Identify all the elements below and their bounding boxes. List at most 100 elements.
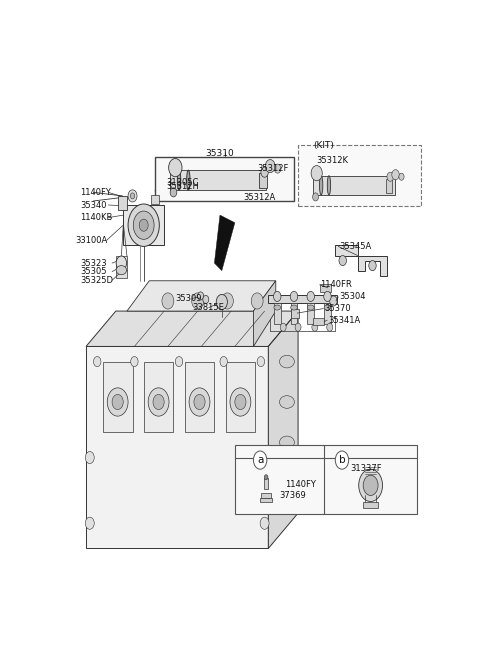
Bar — [116, 270, 127, 278]
Bar — [268, 295, 337, 304]
Bar — [260, 498, 272, 502]
Circle shape — [253, 451, 267, 469]
Circle shape — [131, 357, 138, 367]
Circle shape — [153, 394, 164, 409]
Bar — [298, 146, 421, 206]
Bar — [324, 304, 331, 323]
Circle shape — [85, 451, 94, 464]
Circle shape — [128, 190, 137, 202]
Circle shape — [369, 260, 376, 271]
Bar — [385, 178, 392, 193]
Bar — [274, 304, 281, 323]
Text: 35305: 35305 — [81, 267, 107, 276]
Circle shape — [387, 172, 394, 181]
Bar — [261, 493, 271, 498]
Text: 35309: 35309 — [175, 294, 202, 303]
Text: 35312A: 35312A — [243, 194, 275, 203]
Circle shape — [130, 193, 135, 199]
Circle shape — [312, 193, 319, 201]
Bar — [185, 361, 215, 432]
Text: 37369: 37369 — [279, 491, 306, 500]
Ellipse shape — [307, 305, 314, 310]
Circle shape — [363, 475, 378, 495]
Ellipse shape — [187, 170, 190, 190]
Ellipse shape — [320, 176, 323, 195]
Text: 31305C: 31305C — [166, 178, 198, 187]
Circle shape — [330, 296, 337, 306]
Text: 35304: 35304 — [339, 293, 365, 301]
Bar — [321, 284, 331, 292]
Ellipse shape — [279, 476, 294, 489]
Circle shape — [235, 394, 246, 409]
Text: 35345A: 35345A — [339, 242, 371, 251]
Text: 1140KB: 1140KB — [81, 213, 113, 222]
Circle shape — [251, 293, 263, 309]
Polygon shape — [268, 311, 298, 548]
Circle shape — [133, 211, 154, 239]
Text: a: a — [257, 455, 264, 465]
Ellipse shape — [116, 266, 127, 275]
Circle shape — [312, 323, 318, 331]
Circle shape — [189, 388, 210, 416]
Circle shape — [274, 291, 281, 302]
Circle shape — [162, 293, 174, 309]
Circle shape — [148, 388, 169, 416]
Circle shape — [194, 394, 205, 409]
Bar — [144, 361, 173, 432]
Circle shape — [85, 517, 94, 529]
Circle shape — [392, 170, 399, 180]
Bar — [103, 361, 132, 432]
Circle shape — [175, 357, 183, 367]
Text: 35312F: 35312F — [257, 163, 288, 173]
Text: b: b — [339, 455, 345, 465]
Bar — [290, 308, 299, 318]
Circle shape — [128, 204, 159, 247]
Circle shape — [260, 451, 269, 464]
Text: 31337F: 31337F — [350, 464, 382, 473]
Text: 1140FR: 1140FR — [321, 280, 352, 289]
Circle shape — [112, 394, 123, 409]
Bar — [363, 502, 378, 508]
Circle shape — [216, 295, 228, 310]
Circle shape — [220, 357, 228, 367]
Text: 35323: 35323 — [81, 258, 107, 268]
Ellipse shape — [279, 356, 294, 368]
Polygon shape — [86, 311, 298, 346]
Bar — [307, 304, 314, 323]
Circle shape — [168, 159, 182, 176]
Ellipse shape — [274, 305, 281, 310]
Circle shape — [94, 357, 101, 367]
Text: 1140FY: 1140FY — [285, 480, 316, 489]
Bar — [313, 318, 324, 325]
Circle shape — [260, 517, 269, 529]
Bar — [264, 478, 268, 489]
Ellipse shape — [290, 305, 297, 310]
Circle shape — [335, 451, 348, 469]
Bar — [170, 170, 266, 190]
Text: 35370: 35370 — [324, 304, 351, 313]
Text: 35340: 35340 — [81, 201, 107, 209]
Bar — [119, 196, 127, 210]
Ellipse shape — [178, 170, 180, 190]
Circle shape — [290, 291, 298, 302]
Bar — [235, 445, 417, 514]
Bar — [313, 176, 395, 195]
Circle shape — [399, 173, 404, 180]
Bar — [116, 256, 127, 270]
Circle shape — [261, 167, 268, 177]
Bar — [290, 304, 297, 323]
Circle shape — [192, 293, 204, 309]
Text: 35312K: 35312K — [317, 156, 348, 165]
Circle shape — [311, 165, 322, 181]
Text: 33100A: 33100A — [75, 236, 107, 245]
Ellipse shape — [279, 396, 294, 408]
Ellipse shape — [324, 305, 331, 310]
Circle shape — [221, 293, 233, 309]
Circle shape — [257, 357, 264, 367]
Circle shape — [170, 188, 177, 197]
Circle shape — [359, 469, 383, 501]
Bar — [155, 157, 294, 201]
Circle shape — [203, 295, 209, 304]
Ellipse shape — [327, 176, 331, 195]
Circle shape — [265, 159, 275, 173]
